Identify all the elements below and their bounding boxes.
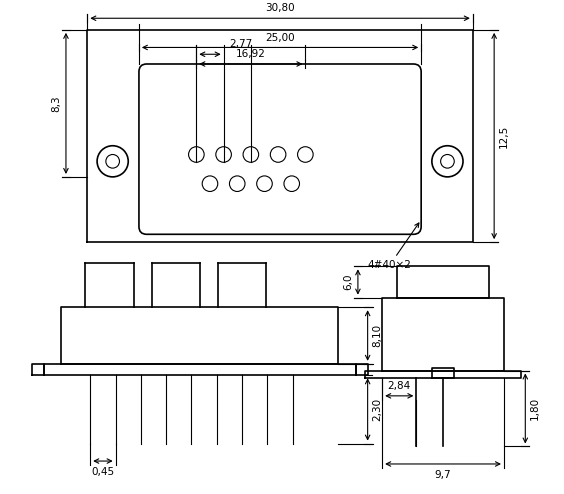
Text: 4#40×2: 4#40×2 (368, 223, 419, 270)
Text: 25,00: 25,00 (265, 33, 295, 42)
Text: 9,7: 9,7 (435, 470, 451, 480)
Text: 12,5: 12,5 (499, 124, 509, 148)
Text: 8,10: 8,10 (372, 324, 382, 347)
Text: 0,45: 0,45 (91, 467, 114, 477)
Text: 6,0: 6,0 (343, 274, 353, 290)
Text: 30,80: 30,80 (265, 3, 295, 13)
Text: 2,84: 2,84 (387, 381, 411, 391)
Text: 16,92: 16,92 (236, 49, 266, 59)
Text: 2,77: 2,77 (230, 40, 253, 49)
Text: 2,30: 2,30 (372, 398, 382, 421)
Text: 8,3: 8,3 (51, 95, 61, 112)
Text: 1,80: 1,80 (530, 397, 540, 420)
